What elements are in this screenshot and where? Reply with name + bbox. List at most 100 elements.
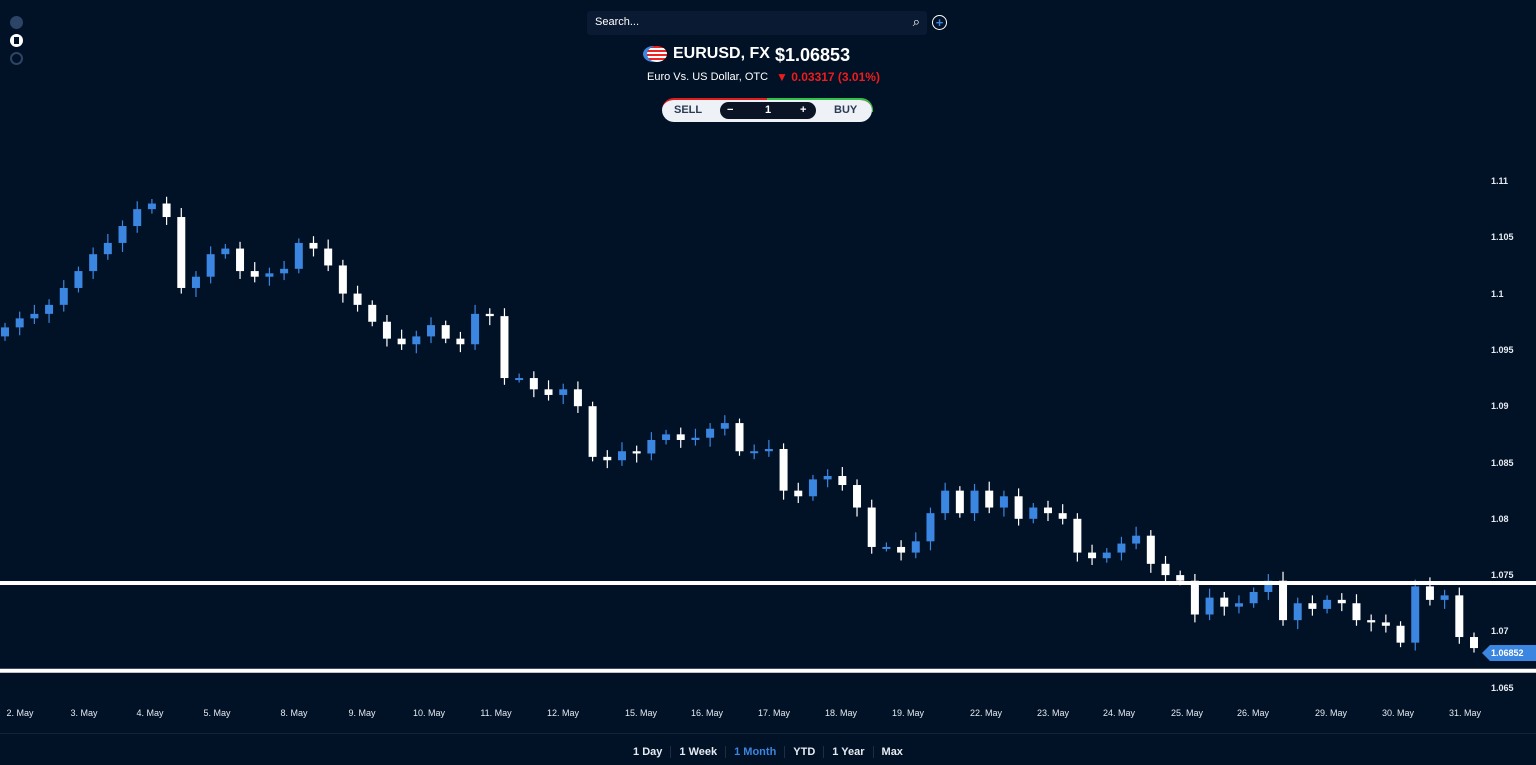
range-button[interactable]: Max bbox=[881, 746, 903, 758]
x-tick-label: 2. May bbox=[6, 708, 34, 718]
x-tick-label: 19. May bbox=[891, 708, 925, 718]
line-chart-icon[interactable] bbox=[10, 16, 23, 29]
candle-body bbox=[676, 434, 685, 440]
decrease-button[interactable]: − bbox=[727, 104, 734, 116]
x-tick-label: 16. May bbox=[690, 708, 724, 718]
candle-body bbox=[794, 490, 803, 497]
candle-body bbox=[236, 248, 245, 272]
candle-body bbox=[1176, 575, 1185, 581]
x-tick-label: 5. May bbox=[203, 708, 231, 718]
candle-body bbox=[1308, 603, 1317, 609]
range-button[interactable]: 1 Week bbox=[671, 746, 727, 758]
candle-body bbox=[250, 271, 259, 277]
range-button[interactable]: 1 Year bbox=[824, 746, 874, 758]
search-input[interactable] bbox=[587, 11, 903, 33]
candle-body bbox=[1, 327, 9, 337]
candle-body bbox=[30, 313, 39, 319]
candle-body bbox=[926, 513, 935, 542]
y-tick-label: 1.095 bbox=[1491, 344, 1514, 355]
search-icon[interactable]: ⌕ bbox=[912, 14, 920, 29]
trade-widget: SELL − 1 + BUY bbox=[662, 98, 873, 122]
candle-body bbox=[1014, 496, 1023, 519]
range-button[interactable]: 1 Day bbox=[625, 746, 672, 758]
candle-body bbox=[280, 268, 289, 274]
price-change-value: 0.03317 (3.01%) bbox=[791, 70, 880, 84]
quantity-value[interactable]: 1 bbox=[765, 104, 772, 116]
candle-body bbox=[573, 389, 582, 407]
x-tick-label: 15. May bbox=[624, 708, 658, 718]
candle-body bbox=[647, 439, 656, 454]
candle-body bbox=[515, 378, 524, 381]
candle-body bbox=[1132, 535, 1141, 544]
candle-body bbox=[970, 490, 979, 514]
y-tick-label: 1.065 bbox=[1491, 682, 1514, 693]
range-button[interactable]: YTD bbox=[785, 746, 825, 758]
candle-body bbox=[1293, 603, 1302, 621]
candle-body bbox=[59, 287, 68, 305]
y-tick-label: 1.08 bbox=[1491, 513, 1509, 524]
candle-body bbox=[118, 226, 127, 243]
candle-body bbox=[103, 242, 112, 255]
candlestick-chart[interactable] bbox=[0, 0, 1536, 740]
sell-button[interactable]: SELL bbox=[674, 104, 703, 116]
x-tick-label: 23. May bbox=[1036, 708, 1070, 718]
candle-body bbox=[147, 203, 156, 210]
down-arrow-icon: ▼ bbox=[776, 70, 792, 84]
candlestick-chart-icon[interactable] bbox=[10, 34, 23, 47]
y-tick-label: 1.075 bbox=[1491, 570, 1514, 581]
candle-body bbox=[1043, 507, 1052, 514]
y-tick-label: 1.1 bbox=[1491, 288, 1504, 299]
x-tick-label: 29. May bbox=[1314, 708, 1348, 718]
x-tick-label: 22. May bbox=[969, 708, 1003, 718]
x-tick-label: 30. May bbox=[1381, 708, 1415, 718]
candle-body bbox=[191, 276, 200, 288]
x-tick-label: 12. May bbox=[546, 708, 580, 718]
candle-body bbox=[808, 479, 817, 497]
y-tick-label: 1.09 bbox=[1491, 401, 1509, 412]
y-tick-label: 1.085 bbox=[1491, 457, 1514, 468]
candle-body bbox=[735, 423, 744, 452]
range-selector: 1 Day 1 Week 1 Month YTD 1 Year Max bbox=[0, 746, 1536, 758]
instrument-name: Euro Vs. US Dollar, OTC bbox=[647, 71, 769, 83]
x-tick-label: 25. May bbox=[1170, 708, 1204, 718]
range-button[interactable]: 1 Month bbox=[726, 746, 786, 758]
candle-body bbox=[1029, 507, 1038, 519]
candle-body bbox=[1146, 535, 1155, 564]
candle-body bbox=[206, 254, 215, 277]
candle-body bbox=[74, 271, 83, 288]
x-tick-label: 17. May bbox=[757, 708, 791, 718]
x-tick-label: 18. May bbox=[824, 708, 858, 718]
add-icon[interactable]: + bbox=[932, 15, 947, 30]
us-flag-icon bbox=[647, 46, 667, 62]
y-tick-label: 1.07 bbox=[1491, 626, 1509, 637]
search-bar[interactable]: ⌕ bbox=[587, 11, 927, 35]
candle-body bbox=[720, 423, 729, 429]
candle-body bbox=[500, 316, 509, 379]
candle-body bbox=[397, 338, 406, 345]
candle-body bbox=[412, 336, 421, 345]
candle-body bbox=[691, 437, 700, 440]
increase-button[interactable]: + bbox=[800, 104, 807, 116]
candle-body bbox=[955, 490, 964, 514]
x-tick-label: 31. May bbox=[1448, 708, 1482, 718]
candle-body bbox=[1352, 603, 1361, 621]
crosshair-icon[interactable] bbox=[10, 52, 23, 65]
candle-body bbox=[368, 304, 377, 322]
candle-body bbox=[529, 378, 538, 390]
candle-body bbox=[89, 254, 98, 272]
candle-body bbox=[750, 451, 759, 454]
candle-body bbox=[662, 434, 671, 440]
buy-button[interactable]: BUY bbox=[834, 104, 858, 116]
candle-body bbox=[764, 448, 773, 452]
candle-body bbox=[617, 451, 626, 461]
x-tick-label: 24. May bbox=[1102, 708, 1136, 718]
candle-body bbox=[838, 476, 847, 486]
instrument-price: $1.06853 bbox=[775, 45, 851, 65]
instrument-header: EURUSD, FX bbox=[647, 45, 770, 63]
candle-body bbox=[1234, 603, 1243, 607]
candle-body bbox=[45, 304, 54, 314]
y-tick-label: 1.105 bbox=[1491, 232, 1514, 243]
candle-body bbox=[471, 313, 480, 345]
candle-body bbox=[265, 273, 274, 277]
candle-body bbox=[544, 389, 553, 395]
